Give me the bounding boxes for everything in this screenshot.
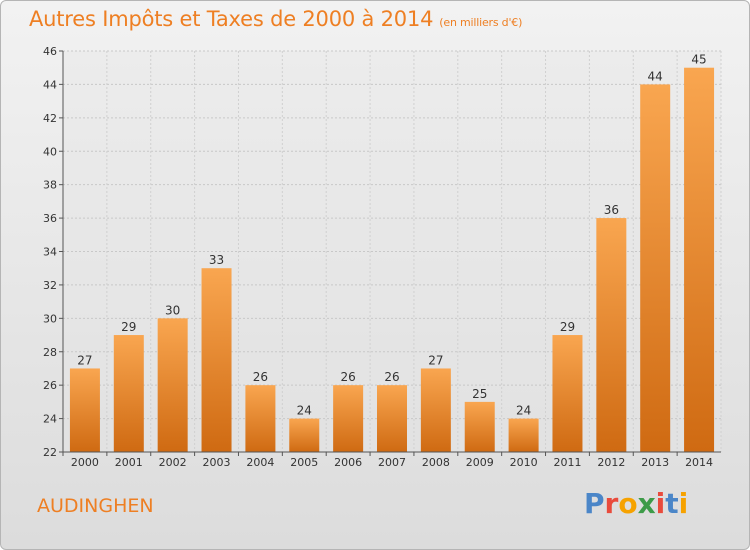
y-tick-label: 38 [43,179,57,192]
chart-title-text: Autres Impôts et Taxes de 2000 à 2014 [29,7,434,31]
data-label: 26 [253,370,268,384]
bar [201,268,232,452]
bar [377,385,407,452]
data-label: 29 [560,320,575,334]
x-tick-label: 2001 [115,456,143,469]
x-tick-label: 2010 [510,456,538,469]
bar [333,385,364,452]
y-tick-label: 44 [43,78,57,91]
x-tick-label: 2012 [597,456,625,469]
y-tick-label: 26 [43,379,57,392]
bar [508,418,539,452]
bar [113,335,144,452]
town-name: AUDINGHEN [37,495,154,517]
chart-title: Autres Impôts et Taxes de 2000 à 2014 (en… [29,7,522,31]
bars [69,67,715,453]
bar [640,84,671,453]
y-tick-label: 34 [43,246,57,259]
y-tick-label: 32 [43,279,57,292]
logo-letter: t [665,487,679,520]
bar [552,335,583,452]
x-tick-label: 2005 [290,456,318,469]
x-tick-label: 2013 [641,456,669,469]
logo-letter: i [678,487,689,520]
logo-letter: o [618,487,638,520]
y-tick-label: 36 [43,212,57,225]
data-label: 30 [165,303,180,317]
x-tick-label: 2014 [685,456,713,469]
data-label: 24 [297,404,312,418]
x-tick-label: 2000 [71,456,99,469]
x-tick-label: 2008 [422,456,450,469]
data-label: 26 [340,370,355,384]
x-tick-label: 2004 [246,456,274,469]
data-labels: 27 29 30 33 26 24 26 26 27 25 24 29 36 44 45 [77,53,706,418]
x-tick-label: 2007 [378,456,406,469]
logo-letter: x [637,487,656,520]
logo-letter: i [655,487,666,520]
chart-subtitle: (en milliers d'€) [439,16,523,29]
bar [420,368,451,452]
axes [59,50,721,456]
data-label: 29 [121,320,136,334]
y-tick-label: 42 [43,112,57,125]
bar [289,418,320,452]
bar [684,67,715,452]
bar [464,401,495,452]
bar [596,218,627,452]
data-label: 27 [77,353,92,367]
x-tick-label: 2003 [203,456,231,469]
bar [157,318,188,452]
logo-letter: r [604,487,619,520]
data-label: 36 [604,203,619,217]
logo-letter: P [584,487,605,520]
x-tick-label: 2009 [466,456,494,469]
y-tick-labels: 22 24 26 28 30 32 34 36 38 40 42 44 46 [43,45,57,459]
y-tick-label: 24 [43,413,57,426]
x-tick-label: 2006 [334,456,362,469]
y-tick-label: 46 [43,45,57,58]
data-label: 27 [428,353,443,367]
data-label: 25 [472,387,487,401]
data-label: 26 [384,370,399,384]
y-tick-label: 28 [43,346,57,359]
data-label: 45 [691,53,706,67]
data-label: 44 [648,69,663,83]
proxiti-logo[interactable]: Proxiti [584,487,688,520]
x-tick-label: 2011 [553,456,581,469]
data-label: 33 [209,253,224,267]
y-tick-label: 22 [43,446,57,459]
bar [69,368,100,452]
bar [245,385,276,452]
y-tick-label: 40 [43,145,57,158]
x-tick-label: 2002 [159,456,187,469]
y-tick-label: 30 [43,312,57,325]
data-label: 24 [516,404,531,418]
x-tick-labels: 2000 2001 2002 2003 2004 2005 2006 2007 2008 2009… [71,456,713,469]
